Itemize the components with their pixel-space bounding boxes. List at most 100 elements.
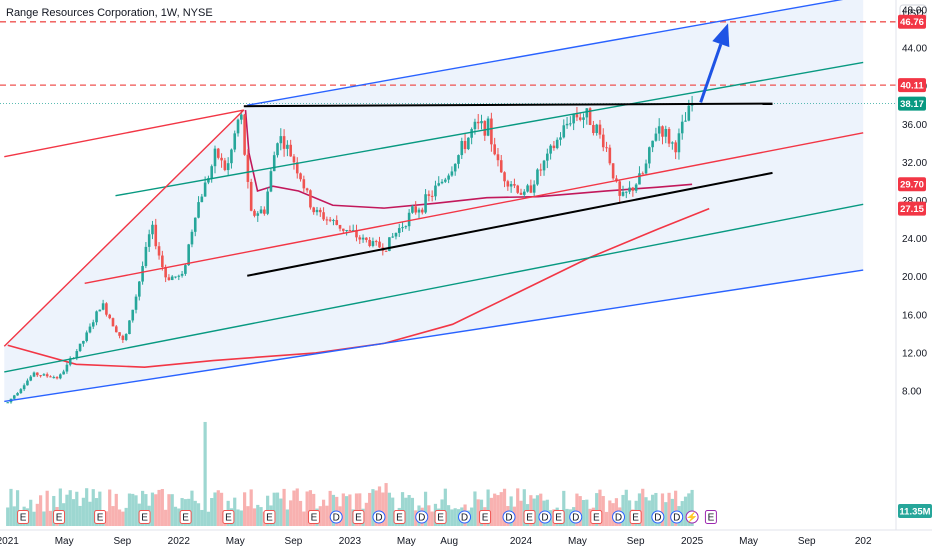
x-tick-label: Sep (798, 536, 816, 547)
earnings-marker[interactable] (17, 510, 30, 524)
dividend-marker-label: D (541, 513, 548, 524)
x-tick-label: Sep (285, 536, 303, 547)
candle-body (118, 332, 121, 336)
earnings-marker[interactable] (138, 510, 151, 524)
price-label-tag (898, 96, 926, 111)
dividend-marker[interactable] (329, 510, 343, 524)
candle-body (605, 147, 608, 149)
volume-bar (345, 496, 349, 526)
x-tick-label: 2025 (681, 536, 704, 547)
candle-body (598, 124, 602, 135)
volume-bar (134, 495, 138, 526)
dividend-marker[interactable] (612, 510, 626, 524)
candle-body (388, 237, 391, 252)
candle-body (16, 393, 19, 396)
volume-bar (88, 501, 92, 526)
event-markers[interactable]: E E E E E E E E D E D E D E D E D E D E D E D E D D ⚡ E (17, 510, 717, 524)
earnings-marker[interactable] (479, 510, 492, 524)
candle-body (549, 145, 552, 154)
candle-body (49, 376, 52, 378)
volume-bar (496, 495, 500, 526)
volume-bar (111, 506, 115, 526)
candle-body (358, 237, 362, 240)
candle-body (440, 181, 444, 184)
earnings-marker[interactable] (222, 510, 235, 524)
candle-body (19, 389, 23, 394)
earnings-marker-label: E (225, 513, 232, 524)
x-tick-label: Aug (440, 536, 458, 547)
candle-body (575, 114, 579, 118)
split-marker[interactable] (685, 510, 699, 524)
candle-body (68, 358, 72, 365)
volume-bar (565, 508, 569, 526)
dividend-marker[interactable] (458, 510, 472, 524)
earnings-marker[interactable] (629, 510, 642, 524)
plot-area[interactable]: E E E E E E E E D E D E D E D E D E D E D E D E D D ⚡ E (0, 0, 896, 526)
volume-bar (243, 492, 247, 526)
earnings-marker[interactable] (523, 510, 536, 524)
earnings-marker[interactable] (94, 510, 107, 524)
dividend-marker[interactable] (538, 510, 552, 524)
candle-body (269, 171, 273, 192)
candle-body (680, 121, 684, 134)
candle-body (95, 311, 98, 323)
candle-body (407, 212, 411, 227)
volume-bar (39, 495, 43, 526)
candle-body (394, 232, 398, 237)
earnings-marker[interactable] (307, 510, 320, 524)
candle-body (299, 173, 302, 180)
candle-body (638, 173, 641, 185)
volume-bar (200, 509, 204, 526)
volume-bar (282, 488, 286, 526)
earnings-marker[interactable] (352, 510, 365, 524)
earnings-marker[interactable] (263, 510, 276, 524)
candle-body (424, 194, 427, 213)
earnings-marker[interactable] (552, 510, 565, 524)
dividend-marker[interactable] (372, 510, 386, 524)
volume-bar (588, 508, 592, 526)
dividend-marker[interactable] (569, 510, 583, 524)
earnings-marker[interactable] (590, 510, 603, 524)
candle-body (519, 192, 523, 195)
volume-bar (384, 483, 388, 526)
dividend-marker[interactable] (415, 510, 429, 524)
candle-body (263, 209, 266, 214)
volume-bar (15, 490, 20, 526)
earnings-marker[interactable] (53, 510, 66, 524)
candle-body (52, 377, 56, 379)
candle-body (667, 128, 671, 144)
price-label-text: 38.17 (900, 99, 924, 110)
dividend-marker[interactable] (670, 510, 684, 524)
candle-body (555, 139, 559, 149)
volume-bar (489, 497, 493, 526)
candle-body (559, 137, 562, 140)
candle-body (569, 123, 572, 125)
earnings-marker[interactable] (704, 510, 717, 524)
candle-body (223, 160, 227, 171)
earnings-marker[interactable] (434, 510, 447, 524)
y-tick-label: 36.00 (902, 120, 927, 131)
earnings-marker[interactable] (393, 510, 406, 524)
volume-bar (664, 502, 668, 526)
channel-line-red (4, 109, 244, 158)
earnings-marker-label: E (56, 513, 63, 524)
dividend-marker[interactable] (502, 510, 516, 524)
candle-body (470, 129, 473, 138)
channel-line-red (3, 109, 245, 347)
candle-body (180, 273, 184, 276)
candle-body (292, 156, 296, 163)
volume-bar (275, 492, 280, 526)
candle-body (562, 125, 566, 138)
earnings-marker[interactable] (179, 510, 192, 524)
volume-bar (210, 498, 214, 526)
candle-body (345, 230, 348, 232)
volume-bar (400, 492, 405, 526)
earnings-marker-label: E (97, 513, 104, 524)
volume-bar (42, 511, 46, 526)
candle-body (595, 124, 598, 134)
candle-body (414, 206, 418, 213)
y-tick-label: 28.00 (902, 196, 927, 207)
dividend-marker[interactable] (651, 510, 665, 524)
